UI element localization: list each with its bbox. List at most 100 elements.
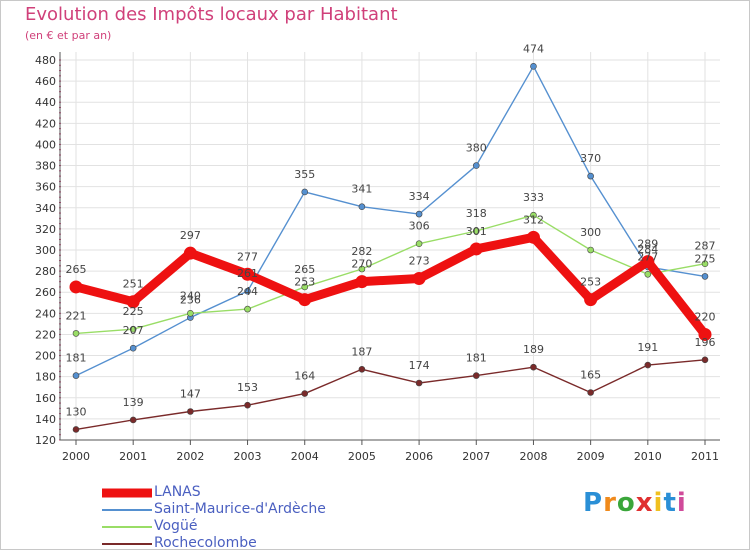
x-tick-label: 2001	[119, 450, 147, 463]
y-tick-label: 320	[35, 223, 56, 236]
data-label: 174	[409, 359, 430, 372]
data-point	[126, 295, 140, 309]
legend: LANAS Saint-Maurice-d'Ardèche Vogüé Roch…	[102, 484, 402, 552]
data-label: 147	[180, 388, 201, 401]
logo-letter: o	[616, 488, 636, 518]
data-label: 220	[695, 310, 716, 323]
data-point	[358, 203, 366, 211]
x-tick-label: 2008	[519, 450, 547, 463]
data-label: 380	[466, 142, 487, 155]
data-point	[187, 408, 194, 415]
data-point	[415, 210, 423, 218]
data-label: 341	[351, 183, 372, 196]
data-label: 287	[695, 240, 716, 253]
data-label: 236	[180, 294, 201, 307]
y-tick-label: 200	[35, 350, 56, 363]
data-point	[587, 246, 594, 254]
data-label: 277	[237, 250, 258, 263]
y-tick-label: 180	[35, 371, 56, 384]
logo-letter: r	[603, 488, 617, 518]
y-tick-label: 340	[35, 202, 56, 215]
data-label: 297	[180, 229, 201, 242]
data-point	[129, 416, 137, 424]
y-tick-label: 220	[35, 328, 56, 341]
chart-title: Evolution des Impôts locaux par Habitant	[25, 4, 398, 25]
y-tick-label: 260	[35, 286, 56, 299]
series-line	[75, 214, 706, 335]
data-point	[472, 162, 480, 169]
plot-area	[60, 52, 720, 440]
data-label: 312	[523, 213, 544, 226]
legend-label: Rochecolombe	[154, 535, 257, 551]
data-label: 334	[409, 190, 430, 203]
legend-label: LANAS	[154, 484, 201, 500]
data-point	[530, 63, 537, 70]
logo-letter: x	[635, 488, 654, 518]
data-label: 153	[237, 381, 258, 394]
series-line	[75, 359, 706, 431]
data-label: 139	[123, 396, 144, 409]
data-point	[415, 240, 423, 247]
data-label: 191	[637, 341, 658, 354]
data-point	[72, 372, 80, 379]
data-point	[298, 293, 312, 307]
data-point	[301, 283, 309, 291]
data-label: 300	[580, 226, 601, 239]
data-point	[644, 361, 652, 369]
x-tick-label: 2004	[291, 450, 319, 463]
legend-label: Vogüé	[154, 518, 198, 534]
x-tick-label: 2010	[634, 450, 662, 463]
data-label: 196	[695, 336, 716, 349]
data-label: 301	[466, 225, 487, 238]
legend-item-vogue: Vogüé	[102, 518, 402, 535]
x-tick-label: 2003	[234, 450, 262, 463]
data-point	[587, 172, 594, 180]
data-point	[358, 265, 366, 273]
logo-letter: t	[663, 488, 677, 518]
y-tick-label: 120	[35, 434, 56, 447]
data-point	[530, 211, 537, 219]
data-point	[415, 379, 423, 387]
data-label: 318	[466, 207, 487, 220]
data-point	[412, 272, 426, 285]
y-tick-label: 280	[35, 265, 56, 278]
data-label: 289	[637, 238, 658, 251]
data-point	[72, 426, 80, 433]
data-label: 275	[695, 252, 716, 265]
y-tick-label: 240	[35, 307, 56, 320]
data-label: 207	[123, 324, 144, 337]
y-tick-label: 400	[35, 138, 56, 151]
x-tick-label: 2002	[176, 450, 204, 463]
data-point	[641, 255, 655, 269]
data-point	[129, 325, 137, 333]
data-point	[301, 188, 309, 196]
y-tick-label: 160	[35, 392, 56, 405]
data-point	[244, 401, 251, 409]
y-tick-label: 460	[35, 75, 56, 88]
data-point	[701, 260, 709, 268]
data-label: 284	[637, 243, 658, 256]
x-tick-label: 2011	[691, 450, 719, 463]
y-tick-label: 360	[35, 181, 56, 194]
proxiti-logo: Proxiti	[583, 488, 687, 518]
data-label: 282	[351, 245, 372, 258]
y-tick-label: 420	[35, 117, 56, 130]
data-label: 265	[66, 263, 87, 276]
data-point	[469, 242, 483, 256]
data-point	[701, 356, 709, 364]
x-tick-label: 2000	[62, 450, 90, 463]
data-label: 189	[523, 343, 544, 356]
data-label: 306	[409, 220, 430, 233]
y-tick-label: 140	[35, 413, 56, 426]
logo-letter: P	[583, 488, 604, 518]
data-point	[244, 287, 251, 295]
data-point	[129, 344, 137, 352]
data-label: 251	[123, 278, 144, 291]
data-label: 273	[409, 255, 430, 268]
data-point	[72, 330, 80, 337]
data-point	[183, 246, 197, 260]
data-label: 253	[294, 276, 315, 289]
data-point	[584, 293, 598, 307]
series-line	[75, 65, 706, 377]
data-label: 261	[237, 267, 258, 280]
